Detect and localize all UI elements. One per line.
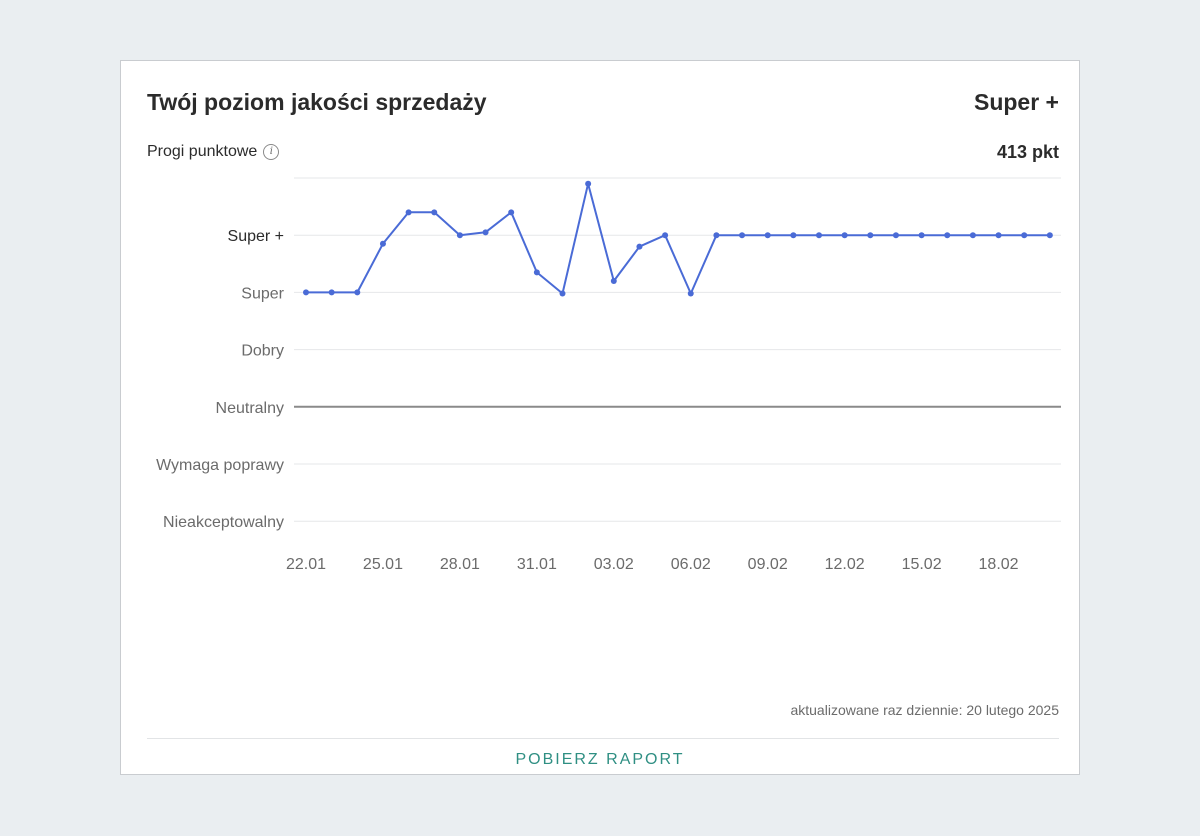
data-point (816, 232, 822, 239)
data-point (508, 209, 515, 216)
data-point (944, 232, 951, 239)
data-point (405, 209, 412, 216)
y-level-label: Nieakceptowalny (163, 514, 284, 531)
x-tick-label: 12.02 (825, 556, 865, 573)
data-point (1046, 232, 1053, 239)
card-title: Twój poziom jakości sprzedaży (147, 89, 487, 115)
data-point (918, 232, 925, 239)
data-point (1021, 232, 1028, 239)
y-level-label: Wymaga poprawy (156, 457, 284, 474)
y-level-label: Neutralny (216, 400, 284, 417)
data-point (456, 232, 463, 239)
thresholds-label: Progi punktowe (147, 143, 258, 160)
x-tick-label: 06.02 (671, 556, 711, 573)
info-icon[interactable]: i (263, 144, 280, 160)
x-tick-label: 15.02 (902, 556, 942, 573)
data-point (354, 289, 361, 296)
data-point (636, 243, 643, 250)
data-point (585, 180, 592, 187)
data-point (431, 209, 438, 216)
y-level-label: Dobry (241, 343, 284, 360)
quality-line-chart: Super + Super Dobry Neutralny Wymaga poprawy… (156, 177, 1061, 573)
data-point (662, 232, 669, 239)
data-point (764, 232, 771, 239)
x-tick-label: 03.02 (594, 556, 634, 573)
divider (147, 738, 1059, 739)
x-tick-label: 28.01 (440, 556, 480, 573)
data-point (995, 232, 1002, 239)
data-point (303, 289, 309, 296)
x-tick-label: 18.02 (979, 556, 1019, 573)
score-value: 413 pkt (996, 142, 1059, 162)
data-point (533, 269, 540, 276)
x-tick-label: 09.02 (748, 556, 788, 573)
updated-note: aktualizowane raz dziennie: 20 lutego 20… (790, 702, 1059, 718)
data-point (841, 232, 848, 239)
data-point (687, 290, 694, 297)
data-point (969, 232, 976, 239)
data-point (328, 289, 335, 296)
data-point (739, 232, 746, 239)
series-line (306, 182, 1050, 295)
download-report-button[interactable]: POBIERZ RAPORT (515, 751, 685, 768)
data-point (867, 232, 874, 239)
data-point (379, 240, 386, 247)
x-tick-label: 31.01 (517, 556, 557, 573)
y-level-label: Super (241, 285, 284, 302)
quality-card: Twój poziom jakości sprzedaży Super + Pr… (120, 60, 1080, 775)
data-point (610, 277, 617, 284)
thresholds-label-row: Progi punktowe i (147, 143, 280, 161)
data-point (482, 229, 489, 236)
current-level: Super + (973, 89, 1059, 115)
data-point (559, 290, 566, 297)
data-point (790, 232, 797, 239)
y-level-label: Super + (228, 228, 284, 245)
data-point (892, 232, 899, 239)
x-tick-label: 25.01 (363, 556, 403, 573)
x-tick-label: 22.01 (286, 556, 326, 573)
data-point (713, 232, 720, 239)
